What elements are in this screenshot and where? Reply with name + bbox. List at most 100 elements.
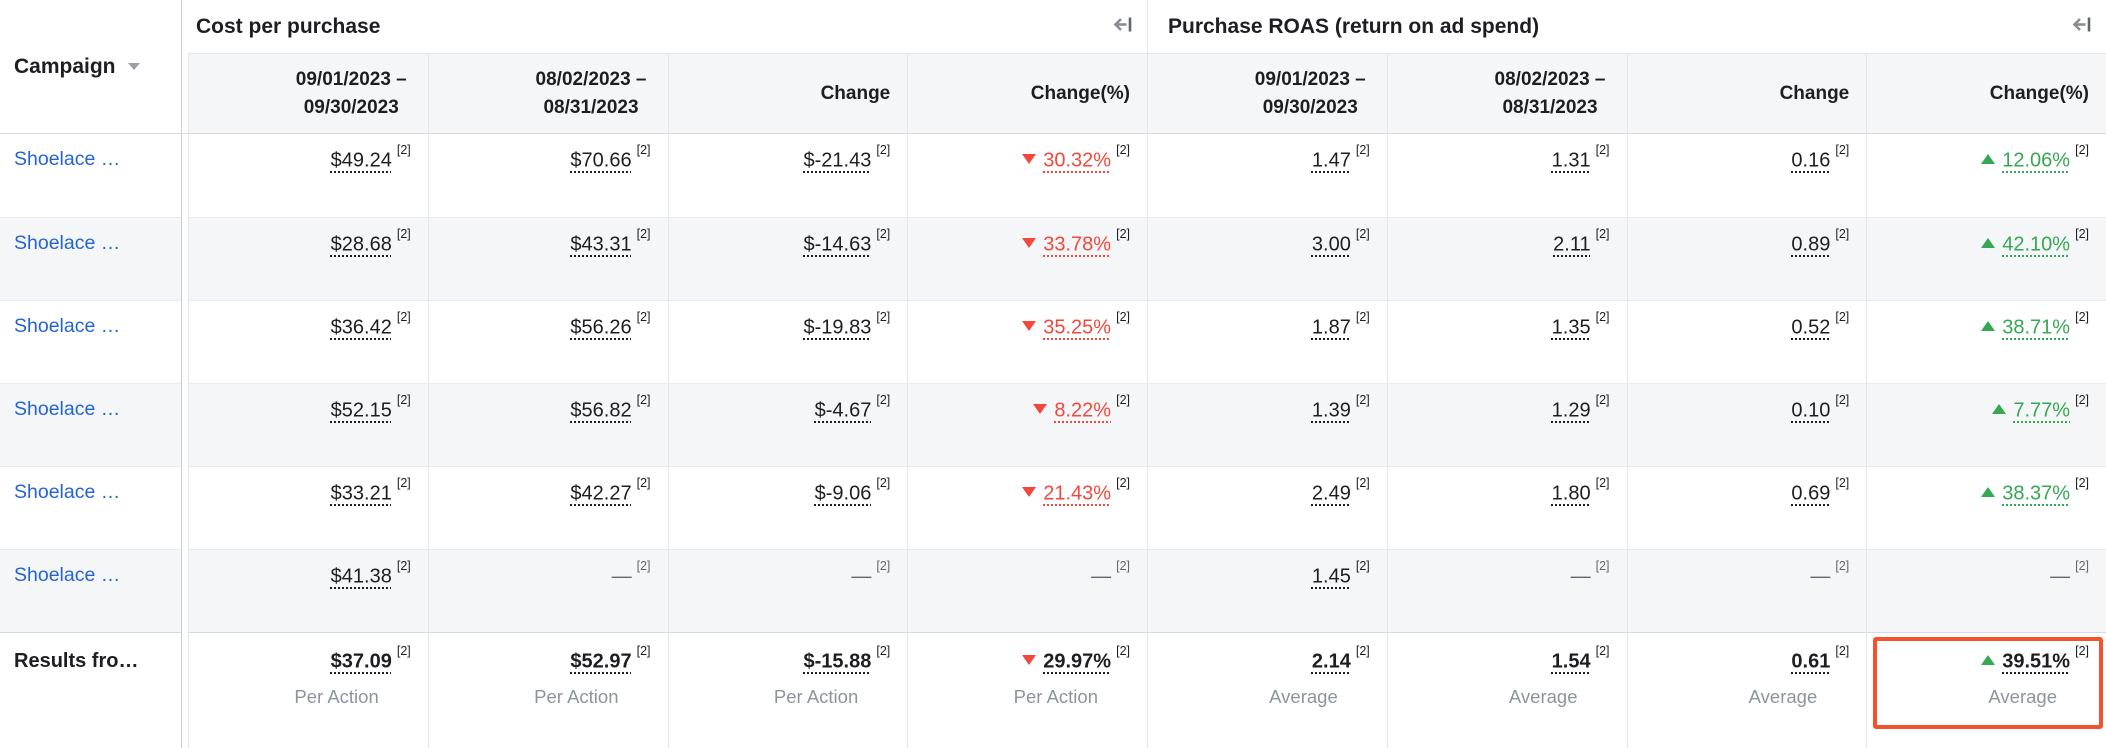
metric-cell[interactable]: $-19.83 [2] — [667, 300, 908, 383]
metric-cell[interactable]: — [2] — [427, 549, 668, 632]
footnote-marker: [2] — [876, 143, 891, 157]
metric-value: $-9.06 — [814, 482, 872, 505]
column-header-date-range-previous[interactable]: 08/02/2023 – 08/31/2023 — [427, 54, 668, 134]
metric-cell[interactable]: 38.71% [2] — [1866, 300, 2106, 383]
summary-value-line: 0.61 [2] — [1628, 644, 1849, 673]
frozen-column-divider — [181, 466, 188, 549]
metric-cell[interactable]: — [2] — [667, 549, 908, 632]
metric-cell[interactable]: $28.68 [2] — [188, 217, 428, 300]
metric-cell[interactable]: $56.26 [2] — [427, 300, 668, 383]
metric-cell[interactable]: 35.25% [2] — [907, 300, 1147, 383]
metric-cell[interactable]: 42.10% [2] — [1866, 217, 2106, 300]
summary-metric-cell[interactable]: 29.97% [2] Per Action — [907, 632, 1147, 748]
metric-value: 1.35 — [1551, 316, 1591, 339]
column-header-change-percent[interactable]: Change(%) — [907, 54, 1147, 134]
metric-cell[interactable]: 3.00 [2] — [1147, 217, 1387, 300]
summary-subtitle: Per Action — [1013, 686, 1098, 708]
campaign-link[interactable]: Shoelace … — [14, 481, 121, 503]
column-header-change-percent[interactable]: Change(%) — [1866, 54, 2106, 134]
metric-value: 7.77% — [2013, 399, 2071, 422]
metric-cell[interactable]: — [2] — [1626, 549, 1867, 632]
metric-value: $49.24 — [330, 149, 392, 172]
metric-value: 1.80 — [1551, 482, 1591, 505]
summary-metric-cell[interactable]: 1.54 [2] Average — [1386, 632, 1627, 748]
metric-cell[interactable]: 0.52 [2] — [1626, 300, 1867, 383]
collapse-columns-icon[interactable] — [1112, 13, 1134, 40]
column-header-date-range-current[interactable]: 09/01/2023 – 09/30/2023 — [188, 54, 428, 134]
metric-cell[interactable]: 2.11 [2] — [1386, 217, 1627, 300]
metric-cell[interactable]: 21.43% [2] — [907, 466, 1147, 549]
metric-cell[interactable]: 1.47 [2] — [1147, 134, 1387, 217]
metric-cell[interactable]: — [2] — [1386, 549, 1627, 632]
metric-value: — — [1091, 565, 1112, 588]
metric-cell[interactable]: $49.24 [2] — [188, 134, 428, 217]
metric-cell[interactable]: 2.49 [2] — [1147, 466, 1387, 549]
frozen-column-divider — [181, 549, 188, 632]
metric-cell[interactable]: 1.87 [2] — [1147, 300, 1387, 383]
metric-cell[interactable]: 0.16 [2] — [1626, 134, 1867, 217]
metric-cell[interactable]: $-14.63 [2] — [667, 217, 908, 300]
campaign-link[interactable]: Shoelace … — [14, 232, 121, 254]
campaign-link[interactable]: Shoelace … — [14, 398, 121, 420]
column-header-date-range-previous[interactable]: 08/02/2023 – 08/31/2023 — [1386, 54, 1627, 134]
metric-cell[interactable]: 12.06% [2] — [1866, 134, 2106, 217]
metric-value: 8.22% — [1054, 399, 1112, 422]
metric-cell[interactable]: 8.22% [2] — [907, 383, 1147, 466]
metric-cell[interactable]: — [2] — [907, 549, 1147, 632]
column-header-change[interactable]: Change — [1626, 54, 1867, 134]
campaign-column-header[interactable]: Campaign — [0, 0, 181, 134]
metric-cell[interactable]: 1.80 [2] — [1386, 466, 1627, 549]
metric-value: $36.42 — [330, 316, 392, 339]
metric-cell[interactable]: 30.32% [2] — [907, 134, 1147, 217]
metric-cell[interactable]: 33.78% [2] — [907, 217, 1147, 300]
collapse-columns-icon[interactable] — [2071, 13, 2093, 40]
metric-cell[interactable]: $33.21 [2] — [188, 466, 428, 549]
metric-cell[interactable]: 1.45 [2] — [1147, 549, 1387, 632]
metric-cell[interactable]: — [2] — [1866, 549, 2106, 632]
metric-cell[interactable]: $70.66 [2] — [427, 134, 668, 217]
metric-value: $52.15 — [330, 399, 392, 422]
metric-cell[interactable]: $41.38 [2] — [188, 549, 428, 632]
metric-cell[interactable]: 1.31 [2] — [1386, 134, 1627, 217]
summary-metric-cell[interactable]: 0.61 [2] Average — [1626, 632, 1867, 748]
column-header-date-range-current[interactable]: 09/01/2023 – 09/30/2023 — [1147, 54, 1387, 134]
campaign-link[interactable]: Shoelace … — [14, 564, 121, 586]
metric-cell[interactable]: $56.82 [2] — [427, 383, 668, 466]
metric-cell[interactable]: 1.35 [2] — [1386, 300, 1627, 383]
summary-metric-cell[interactable]: 2.14 [2] Average — [1147, 632, 1387, 748]
metric-cell[interactable]: $36.42 [2] — [188, 300, 428, 383]
metric-cell[interactable]: $43.31 [2] — [427, 217, 668, 300]
metric-cell[interactable]: 0.89 [2] — [1626, 217, 1867, 300]
metric-cell[interactable]: $42.27 [2] — [427, 466, 668, 549]
campaign-link[interactable]: Shoelace … — [14, 148, 121, 170]
metric-cell[interactable]: $-9.06 [2] — [667, 466, 908, 549]
metric-cell[interactable]: 0.69 [2] — [1626, 466, 1867, 549]
summary-metric-cell[interactable]: $37.09 [2] Per Action — [188, 632, 428, 748]
summary-value-line: $-15.88 [2] — [669, 644, 891, 673]
metric-value: $56.82 — [570, 399, 632, 422]
footnote-marker: [2] — [636, 393, 651, 407]
footnote-marker: [2] — [636, 143, 651, 157]
metric-cell[interactable]: 0.10 [2] — [1626, 383, 1867, 466]
trend-up-icon — [1992, 404, 2007, 415]
metric-cell[interactable]: 1.39 [2] — [1147, 383, 1387, 466]
summary-metric-cell[interactable]: 39.51% [2] Average — [1866, 632, 2106, 748]
footnote-marker: [2] — [396, 227, 411, 241]
metric-cell[interactable]: $52.15 [2] — [188, 383, 428, 466]
trend-down-icon — [1022, 655, 1037, 666]
footnote-marker: [2] — [1355, 476, 1370, 490]
summary-metric-cell[interactable]: $52.97 [2] Per Action — [427, 632, 668, 748]
summary-subtitle: Average — [1748, 686, 1818, 708]
campaign-link[interactable]: Shoelace … — [14, 315, 121, 337]
footnote-marker: [2] — [1835, 476, 1850, 490]
summary-metric-cell[interactable]: $-15.88 [2] Per Action — [667, 632, 908, 748]
metric-cell[interactable]: $-21.43 [2] — [667, 134, 908, 217]
metric-cell[interactable]: 38.37% [2] — [1866, 466, 2106, 549]
metric-cell[interactable]: 1.29 [2] — [1386, 383, 1627, 466]
metric-cell[interactable]: 7.77% [2] — [1866, 383, 2106, 466]
metric-cell[interactable]: $-4.67 [2] — [667, 383, 908, 466]
metric-value: $33.21 — [330, 482, 392, 505]
caret-down-icon[interactable] — [127, 63, 140, 70]
column-header-change[interactable]: Change — [667, 54, 908, 134]
footnote-marker: [2] — [1595, 310, 1610, 324]
